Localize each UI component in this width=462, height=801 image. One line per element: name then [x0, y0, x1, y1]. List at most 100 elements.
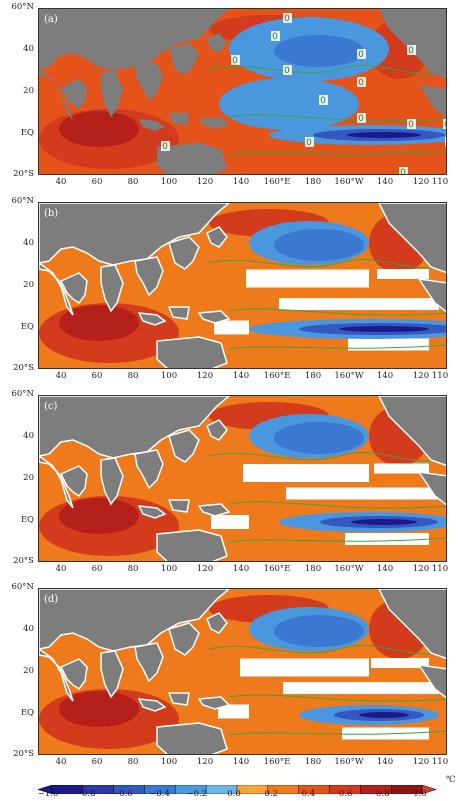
colorbar-tick-label: −1.0 — [37, 789, 59, 799]
land-mass — [167, 306, 190, 320]
lon-tick-label: 60 — [91, 564, 103, 574]
colorbar-tick-label: −0.6 — [112, 789, 133, 799]
contour-zero-label: 0 — [407, 45, 416, 56]
lat-tick-label: 60°N — [11, 2, 34, 12]
land-mass — [207, 33, 227, 53]
sst-map-b — [39, 203, 446, 368]
colorbar-tick-label: −0.8 — [74, 789, 96, 799]
land-mass — [197, 503, 231, 517]
lat-tick-label: 20°S — [13, 363, 34, 373]
lon-tick-label: 160°E — [263, 371, 291, 381]
panel-label: (b) — [44, 208, 59, 219]
colorbar-graphic — [37, 784, 437, 795]
svg-text:0: 0 — [358, 78, 364, 88]
land-mass — [134, 256, 164, 297]
land-mass — [101, 71, 123, 117]
lon-tick-label: 140 — [376, 757, 394, 767]
contour-zero-label: 0 — [283, 65, 292, 76]
lat-tick-label: 40 — [23, 44, 34, 54]
land-mass — [206, 612, 228, 634]
land-mass — [39, 69, 73, 121]
land-mass — [419, 85, 446, 118]
lon-tick-label: 80 — [127, 177, 139, 187]
lon-tick-label: 110 — [431, 564, 449, 574]
land-mass — [197, 696, 231, 710]
land-mass — [378, 589, 446, 660]
lon-tick-label: 120 — [196, 757, 214, 767]
lon-tick-label: 60 — [91, 757, 103, 767]
map-panel-b: (b) — [38, 202, 447, 369]
land-mass — [378, 203, 446, 274]
land-mass — [199, 117, 229, 129]
land-mass — [134, 642, 164, 683]
land-mass — [168, 236, 200, 270]
lon-tick-label: 120 — [196, 564, 214, 574]
lon-tick-label: 60 — [91, 371, 103, 381]
land-mass — [39, 455, 74, 509]
land-mass — [134, 449, 164, 490]
lon-tick-label: 120 — [412, 371, 430, 381]
svg-text:0: 0 — [444, 120, 447, 130]
lon-tick-label: 140 — [376, 371, 394, 381]
lon-tick-label: 180 — [304, 757, 322, 767]
lat-tick-label: 20 — [23, 473, 34, 483]
land-mass — [61, 79, 87, 109]
lon-tick-label: 160°W — [334, 371, 364, 381]
land-mass — [157, 143, 227, 174]
lon-tick-label: 140 — [232, 177, 250, 187]
svg-text:0: 0 — [162, 142, 168, 152]
land-mass — [100, 457, 124, 506]
lat-tick-label: EQ — [20, 322, 34, 332]
lon-tick-label: 40 — [55, 757, 67, 767]
svg-text:0: 0 — [284, 14, 290, 24]
contour-zero-label: 0 — [283, 13, 292, 24]
lon-tick-label: 160°W — [334, 177, 364, 187]
lat-tick-label: 20°S — [13, 169, 34, 179]
lon-tick-label: 160°E — [263, 177, 291, 187]
lat-tick-label: 20°S — [13, 749, 34, 759]
lon-tick-label: 120 — [412, 757, 430, 767]
svg-text:0: 0 — [284, 66, 290, 76]
lon-tick-label: 120 — [412, 564, 430, 574]
map-panel-d: (d) — [38, 588, 447, 755]
contour-zero-label: 0 — [443, 119, 447, 130]
lon-tick-label: 140 — [232, 564, 250, 574]
lon-tick-label: 120 — [196, 371, 214, 381]
lat-tick-label: EQ — [20, 708, 34, 718]
zero-contour — [208, 258, 446, 269]
contour-zero-label: 0 — [305, 137, 314, 148]
land-mass — [39, 589, 231, 652]
lat-tick-label: 20 — [23, 666, 34, 676]
colorbar-tick-label: −0.2 — [186, 789, 208, 799]
land-mass — [156, 529, 228, 561]
lat-tick-label: 40 — [23, 238, 34, 248]
lon-tick-label: 110 — [431, 177, 449, 187]
land-mass — [378, 396, 446, 467]
svg-text:0: 0 — [272, 32, 278, 42]
svg-text:0: 0 — [232, 56, 238, 66]
zero-contour — [208, 644, 446, 655]
sst-map-c — [39, 396, 446, 561]
land-mass — [139, 119, 165, 131]
land-mass — [417, 278, 446, 313]
land-mass — [100, 650, 124, 699]
colorbar — [37, 779, 440, 795]
lon-tick-label: 160°W — [334, 757, 364, 767]
land-mass — [39, 262, 74, 316]
land-mass — [206, 419, 228, 441]
lon-tick-label: 100 — [160, 371, 178, 381]
svg-text:0: 0 — [320, 96, 326, 106]
svg-text:0: 0 — [306, 138, 312, 148]
lon-tick-label: 180 — [304, 177, 322, 187]
lon-tick-label: 80 — [127, 757, 139, 767]
land-mass — [168, 429, 200, 463]
panel-label: (a) — [44, 14, 58, 25]
lon-tick-label: 40 — [55, 177, 67, 187]
colorbar-tick-label: −0.4 — [149, 789, 170, 799]
colorbar-tick-label: 0.8 — [376, 789, 390, 799]
svg-text:0: 0 — [446, 138, 447, 148]
land-mass — [167, 499, 190, 513]
lon-tick-label: 120 — [196, 177, 214, 187]
lon-tick-label: 140 — [376, 564, 394, 574]
lon-tick-label: 80 — [127, 371, 139, 381]
